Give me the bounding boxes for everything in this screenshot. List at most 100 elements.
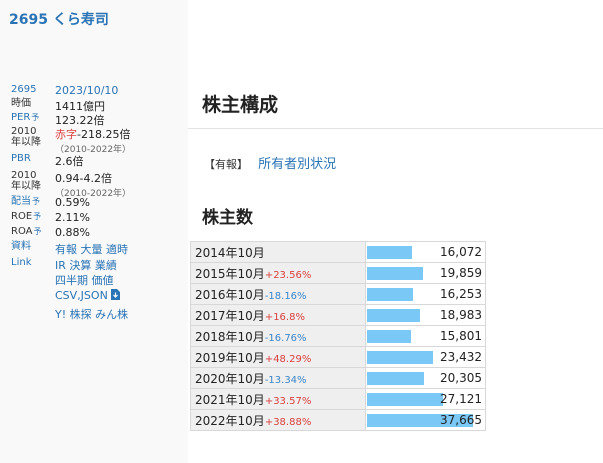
link-gyoseki[interactable]: 業績 <box>94 259 117 272</box>
link-kessan[interactable]: 決算 <box>69 259 92 272</box>
table-row: 2017年10月+16.8% 18,983 <box>190 304 486 326</box>
shareholder-count: 37,665 <box>440 413 482 427</box>
roe-label: ROE予 <box>11 211 42 222</box>
year-cell: 2015年10月+23.56% <box>190 262 366 284</box>
count-bar <box>367 267 423 280</box>
link-label: Link <box>11 257 32 268</box>
roa-value: 0.88% <box>55 226 90 239</box>
count-bar <box>367 372 425 385</box>
shareholder-count: 27,121 <box>440 392 482 406</box>
pbr-range-value: 0.94-4.2倍 （2010-2022年） <box>55 172 132 199</box>
year-cell: 2018年10月-16.76% <box>190 325 366 347</box>
change-percent: +38.88% <box>264 416 312 428</box>
year-cell: 2014年10月 <box>190 241 366 263</box>
dividend-label[interactable]: 配当予 <box>11 196 40 207</box>
dividend-value: 0.59% <box>55 196 90 209</box>
shareholder-count: 15,801 <box>440 329 482 343</box>
per-range-value: 赤字-218.25倍 （2010-2022年） <box>55 128 132 155</box>
count-bar <box>367 351 433 364</box>
download-file-icon[interactable] <box>111 289 121 300</box>
year-label: 2021年10月 <box>195 392 265 407</box>
link-ir[interactable]: IR <box>55 259 66 272</box>
year-label: 2015年10月 <box>195 266 265 281</box>
link-quarterly[interactable]: 四半期 <box>55 274 88 287</box>
count-cell: 19,859 <box>365 262 486 284</box>
stock-code[interactable]: 2695 <box>11 84 37 95</box>
shareholder-count: 20,305 <box>440 371 482 385</box>
year-cell: 2020年10月-13.34% <box>190 367 366 389</box>
table-row: 2016年10月-18.16% 16,253 <box>190 283 486 305</box>
count-cell: 15,801 <box>365 325 486 347</box>
count-bar <box>367 414 473 427</box>
link-kabutan[interactable]: 株探 <box>69 308 92 321</box>
count-cell: 37,665 <box>365 409 486 431</box>
market-cap-value: 1411億円 <box>55 100 105 113</box>
year-label: 2016年10月 <box>195 287 265 302</box>
change-percent: +48.29% <box>264 353 312 365</box>
table-row: 2022年10月+38.88% 37,665 <box>190 409 486 431</box>
year-label: 2019年10月 <box>195 350 265 365</box>
year-label: 2017年10月 <box>195 308 265 323</box>
owner-breakdown-link[interactable]: 所有者別状況 <box>258 157 337 172</box>
table-row: 2018年10月-16.76% 15,801 <box>190 325 486 347</box>
shareholder-count: 19,859 <box>440 266 482 280</box>
count-bar <box>367 309 421 322</box>
change-percent: -13.34% <box>264 374 307 386</box>
roa-label: ROA予 <box>11 226 42 237</box>
doc-link-yuho[interactable]: 有報 <box>55 243 77 256</box>
count-bar <box>367 288 413 301</box>
main-panel: 株主構成 【有報】 所有者別状況 株主数 2014年10月 16,072 2015年… <box>188 0 603 463</box>
shareholder-count: 16,253 <box>440 287 482 301</box>
per-range-label: 2010年以降 <box>11 126 41 148</box>
change-percent: +16.8% <box>264 311 305 323</box>
section-heading-shareholder-composition: 株主構成 <box>202 94 279 116</box>
link-yahoo[interactable]: Y! <box>55 308 67 321</box>
link-csv-json[interactable]: CSV,JSON <box>55 289 108 302</box>
table-row: 2020年10月-13.34% 20,305 <box>190 367 486 389</box>
count-cell: 16,072 <box>365 241 486 263</box>
table-row: 2019年10月+48.29% 23,432 <box>190 346 486 368</box>
year-label: 2022年10月 <box>195 413 265 428</box>
count-cell: 18,983 <box>365 304 486 326</box>
table-row: 2015年10月+23.56% 19,859 <box>190 262 486 284</box>
count-bar <box>367 393 444 406</box>
pbr-range-label: 2010年以降 <box>11 170 41 192</box>
year-cell: 2022年10月+38.88% <box>190 409 366 431</box>
pbr-value: 2.6倍 <box>55 155 84 168</box>
market-cap-label: 時価 <box>11 98 31 109</box>
year-label: 2014年10月 <box>195 245 265 260</box>
count-cell: 16,253 <box>365 283 486 305</box>
change-percent: +33.57% <box>264 395 312 407</box>
shareholder-count-table: 2014年10月 16,072 2015年10月+23.56% 19,859 2016年… <box>190 241 486 431</box>
per-value: 123.22倍 <box>55 114 105 127</box>
shareholder-count: 23,432 <box>440 350 482 364</box>
quote-date: 2023/10/10 <box>55 84 119 97</box>
docs-label: 資料 <box>11 241 31 252</box>
table-row: 2014年10月 16,072 <box>190 241 486 263</box>
roe-value: 2.11% <box>55 211 90 224</box>
page-title[interactable]: 2695 くら寿司 <box>9 12 109 28</box>
stock-summary-sidebar: 2695 2023/10/10 時価 1411億円 PER予 123.22倍 2… <box>9 84 179 321</box>
change-percent: +23.56% <box>264 269 312 281</box>
year-cell: 2019年10月+48.29% <box>190 346 366 368</box>
pbr-label[interactable]: PBR <box>11 153 31 164</box>
yuho-tag: 【有報】 <box>204 158 248 171</box>
doc-link-tekiji[interactable]: 適時 <box>106 243 128 256</box>
count-bar <box>367 330 412 343</box>
change-percent: -18.16% <box>264 290 307 302</box>
year-label: 2018年10月 <box>195 329 265 344</box>
count-bar <box>367 246 413 259</box>
change-percent: -16.76% <box>264 332 307 344</box>
year-cell: 2016年10月-18.16% <box>190 283 366 305</box>
link-value[interactable]: 価値 <box>91 274 114 287</box>
section-heading-shareholder-count: 株主数 <box>202 208 253 228</box>
per-label[interactable]: PER予 <box>11 112 40 123</box>
table-row: 2021年10月+33.57% 27,121 <box>190 388 486 410</box>
link-minkabu[interactable]: みん株 <box>95 308 129 321</box>
divider <box>188 128 603 129</box>
doc-link-tairyo[interactable]: 大量 <box>80 243 103 256</box>
year-cell: 2021年10月+33.57% <box>190 388 366 410</box>
count-cell: 20,305 <box>365 367 486 389</box>
year-cell: 2017年10月+16.8% <box>190 304 366 326</box>
shareholder-count: 16,072 <box>440 245 482 259</box>
